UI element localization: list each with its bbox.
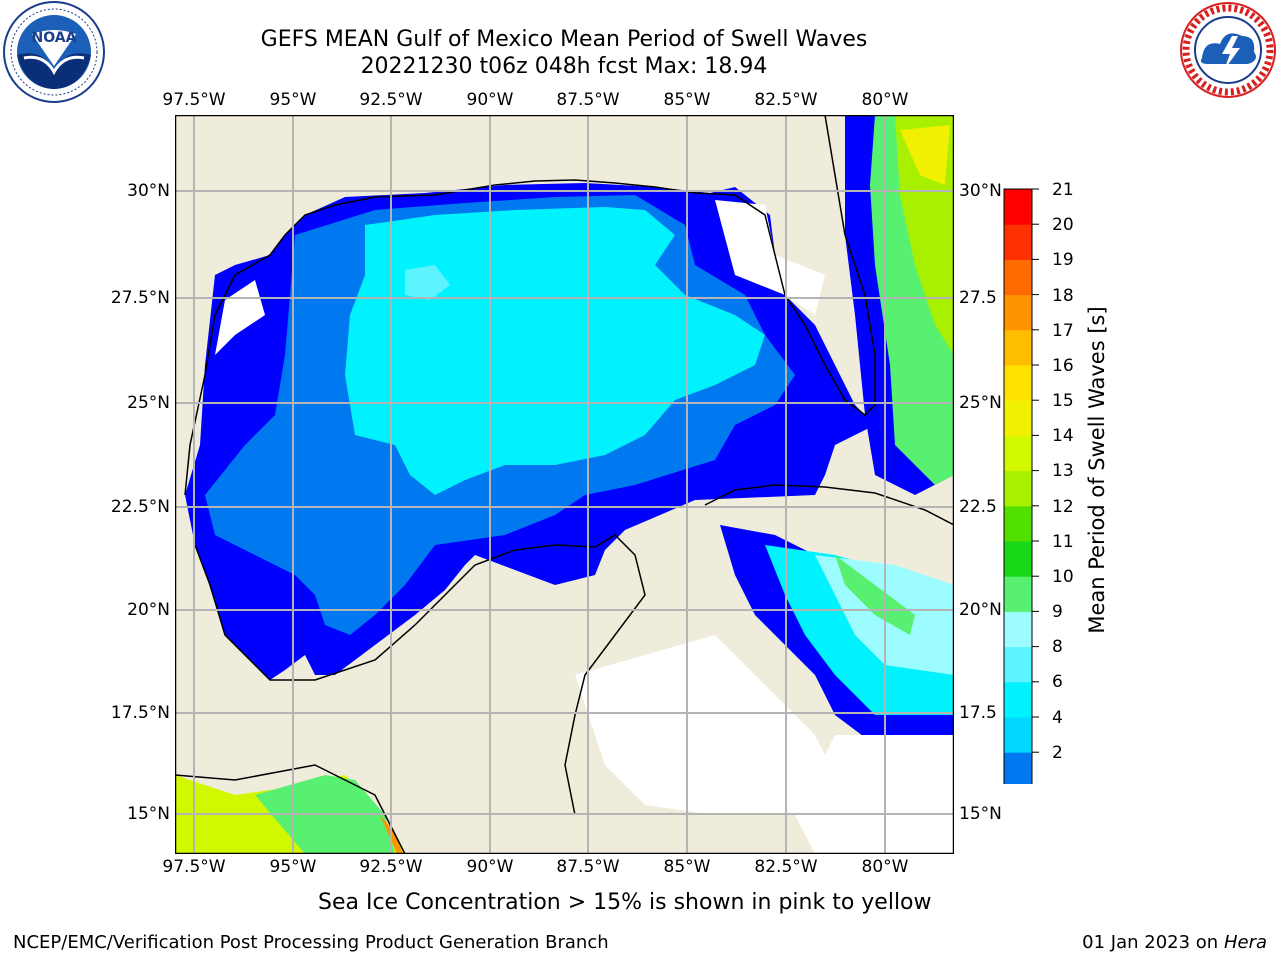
lat-label-left: 15°N bbox=[127, 804, 170, 824]
footer-producer: NCEP/EMC/Verification Post Processing Pr… bbox=[13, 932, 609, 953]
colorbar-tick: 16 bbox=[1052, 356, 1074, 376]
lon-label-top: 97.5°W bbox=[162, 90, 226, 110]
colorbar-tick: 2 bbox=[1052, 743, 1063, 763]
lat-label-right: 25°N bbox=[959, 393, 1002, 413]
no-data-caribbean bbox=[575, 635, 835, 815]
colorbar-segment bbox=[1004, 365, 1032, 401]
lon-label-bottom: 80°W bbox=[861, 857, 909, 877]
footer-machine: Hera bbox=[1223, 932, 1267, 953]
gulf-swell-8-9s bbox=[405, 265, 450, 300]
colorbar-segment bbox=[1004, 505, 1032, 542]
lat-label-right: 15°N bbox=[959, 804, 1002, 824]
colorbar-segment bbox=[1004, 646, 1032, 683]
colorbar-tick: 19 bbox=[1052, 250, 1074, 270]
colorbar-tick: 13 bbox=[1052, 461, 1074, 481]
colorbar-frame bbox=[1003, 188, 1033, 784]
lat-label-right: 22.5 bbox=[959, 497, 997, 517]
colorbar-tick: 10 bbox=[1052, 567, 1074, 587]
lat-label-right: 27.5 bbox=[959, 288, 997, 308]
lat-label-left: 25°N bbox=[127, 393, 170, 413]
colorbar-segment bbox=[1004, 294, 1032, 331]
coastline-cuba bbox=[704, 484, 954, 526]
gulf-of-mexico-map bbox=[175, 115, 954, 854]
colorbar-tick: 15 bbox=[1052, 391, 1074, 411]
lon-label-top: 87.5°W bbox=[556, 90, 620, 110]
coastline bbox=[184, 115, 876, 496]
lat-label-left: 17.5°N bbox=[110, 703, 170, 723]
no-data-area bbox=[715, 200, 825, 315]
colorbar bbox=[1003, 188, 1039, 784]
noaa-logo: NOAA bbox=[3, 1, 105, 103]
lon-label-bottom: 82.5°W bbox=[754, 857, 818, 877]
national-weather-service-logo bbox=[1180, 2, 1276, 98]
colorbar-label: Mean Period of Swell Waves [s] bbox=[1085, 306, 1109, 634]
lat-label-left: 22.5°N bbox=[110, 497, 170, 517]
colorbar-tick: 4 bbox=[1052, 708, 1063, 728]
sea-ice-note: Sea Ice Concentration > 15% is shown in … bbox=[318, 890, 932, 915]
colorbar-tick: 11 bbox=[1052, 532, 1074, 552]
lon-label-top: 95°W bbox=[269, 90, 317, 110]
colorbar-segment bbox=[1004, 329, 1032, 366]
colorbar-tick: 14 bbox=[1052, 426, 1074, 446]
colorbar-segment bbox=[1004, 400, 1032, 436]
lon-label-top: 90°W bbox=[466, 90, 514, 110]
colorbar-tick: 21 bbox=[1052, 180, 1074, 200]
lon-label-bottom: 92.5°W bbox=[359, 857, 423, 877]
lat-label-right: 30°N bbox=[959, 181, 1002, 201]
colorbar-tick: 18 bbox=[1052, 286, 1074, 306]
footer-date-text: 01 Jan 2023 on bbox=[1082, 932, 1224, 953]
colorbar-segment bbox=[1004, 611, 1032, 648]
colorbar-segment bbox=[1004, 470, 1032, 507]
colorbar-segment bbox=[1004, 717, 1032, 753]
chart-subtitle: 20221230 t06z 048h fcst Max: 18.94 bbox=[360, 54, 768, 79]
lat-label-right: 20°N bbox=[959, 600, 1002, 620]
lat-label-left: 30°N bbox=[127, 181, 170, 201]
lon-label-top: 82.5°W bbox=[754, 90, 818, 110]
map-frame bbox=[175, 115, 954, 854]
lat-lon-grid bbox=[175, 115, 954, 854]
lon-label-bottom: 90°W bbox=[466, 857, 514, 877]
colorbar-tick: 9 bbox=[1052, 602, 1063, 622]
colorbar-tick: 6 bbox=[1052, 672, 1063, 692]
colorbar-segment bbox=[1004, 681, 1032, 718]
lat-label-left: 27.5°N bbox=[110, 288, 170, 308]
colorbar-tick: 17 bbox=[1052, 321, 1074, 341]
colorbar-segment bbox=[1004, 224, 1032, 260]
footer-date: 01 Jan 2023 on Hera bbox=[1082, 932, 1267, 953]
svg-text:NOAA: NOAA bbox=[32, 30, 77, 46]
atlantic-swell-peak bbox=[900, 125, 950, 185]
colorbar-segment bbox=[1004, 576, 1032, 612]
caribbean-swell-peak bbox=[835, 555, 915, 635]
colorbar-tick: 12 bbox=[1052, 497, 1074, 517]
lon-label-bottom: 85°W bbox=[663, 857, 711, 877]
lon-label-bottom: 97.5°W bbox=[162, 857, 226, 877]
no-data-caribbean-east bbox=[795, 735, 954, 854]
lat-label-right: 17.5 bbox=[959, 703, 997, 723]
lon-label-top: 85°W bbox=[663, 90, 711, 110]
colorbar-segment bbox=[1004, 259, 1032, 296]
coastline-yucatan bbox=[194, 534, 646, 816]
colorbar-segment bbox=[1004, 752, 1032, 784]
lon-label-top: 80°W bbox=[861, 90, 909, 110]
colorbar-tick: 20 bbox=[1052, 215, 1074, 235]
colorbar-tick: 8 bbox=[1052, 637, 1063, 657]
colorbar-segment bbox=[1004, 435, 1032, 472]
gulf-swell-6-8s bbox=[345, 207, 765, 495]
chart-title: GEFS MEAN Gulf of Mexico Mean Period of … bbox=[260, 27, 868, 52]
lon-label-bottom: 87.5°W bbox=[556, 857, 620, 877]
lon-label-top: 92.5°W bbox=[359, 90, 423, 110]
colorbar-segment bbox=[1004, 541, 1032, 577]
colorbar-segment bbox=[1004, 189, 1032, 225]
lon-label-bottom: 95°W bbox=[269, 857, 317, 877]
lat-label-left: 20°N bbox=[127, 600, 170, 620]
